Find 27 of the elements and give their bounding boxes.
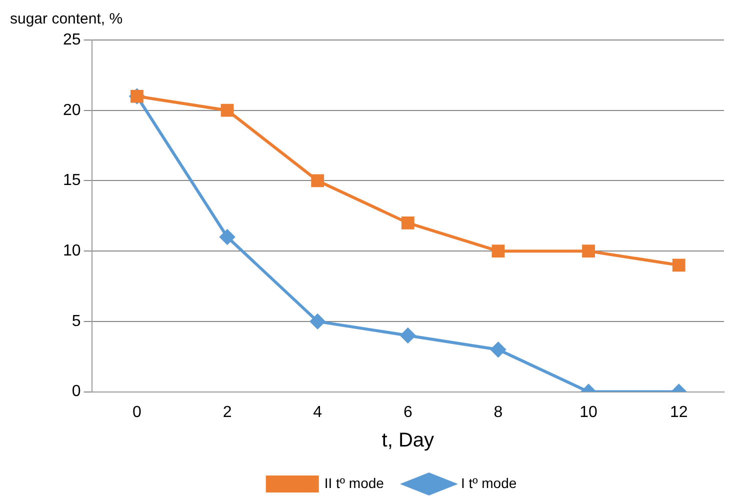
y-axis-title: sugar content, % [10, 10, 123, 28]
point [492, 244, 505, 258]
y-tick-label: 20 [63, 102, 81, 119]
y-tick-label: 15 [63, 172, 81, 190]
x-tick-label: 0 [132, 404, 142, 421]
point [310, 314, 326, 329]
x-tick-label: 10 [580, 404, 598, 421]
y-tick-label: 25 [63, 31, 81, 48]
point [220, 104, 234, 117]
point [582, 244, 595, 258]
point [672, 258, 686, 272]
point [220, 230, 235, 245]
x-axis-title: t, Day [382, 430, 434, 452]
point [311, 174, 324, 188]
x-tick-label: 8 [494, 404, 503, 421]
y-tick-label: 0 [72, 383, 81, 400]
legend-label: II tº mode [324, 474, 384, 491]
y-tick-label: 10 [63, 242, 81, 260]
x-tick-label: 12 [670, 404, 688, 421]
point [400, 328, 416, 344]
x-tick-label: 4 [313, 404, 322, 421]
legend-label: I tº mode [460, 474, 517, 491]
x-tick-label: 6 [403, 404, 412, 421]
point [401, 216, 414, 230]
point [490, 342, 506, 358]
y-tick-label: 5 [72, 312, 81, 330]
x-tick-label: 2 [222, 404, 232, 421]
